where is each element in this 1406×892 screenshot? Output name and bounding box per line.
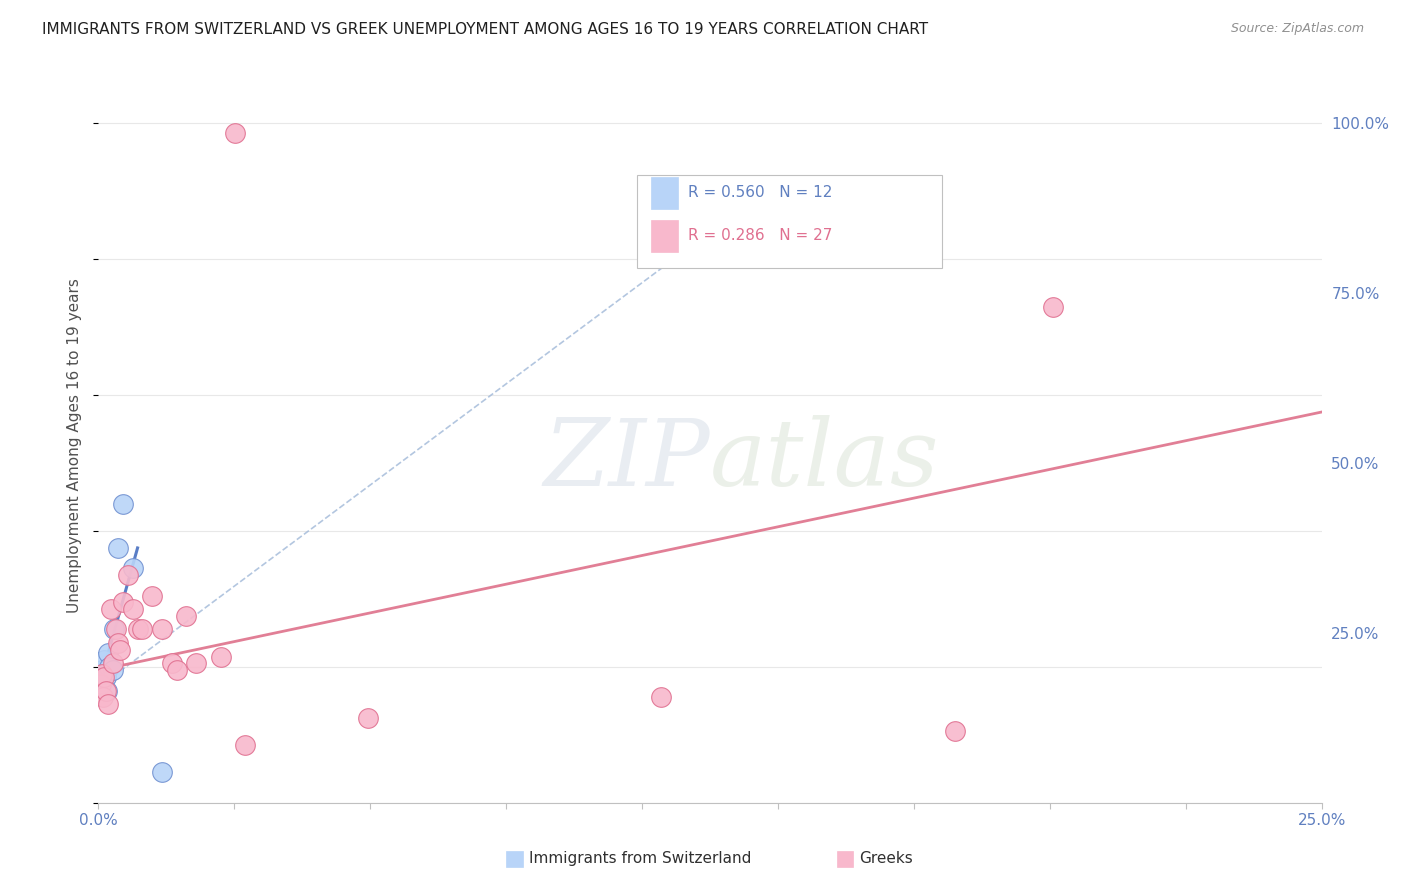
Bar — [651, 219, 678, 252]
Point — [166, 663, 188, 677]
Point — [186, 657, 208, 671]
Point — [224, 127, 246, 141]
Text: IMMIGRANTS FROM SWITZERLAND VS GREEK UNEMPLOYMENT AMONG AGES 16 TO 19 YEARS CORR: IMMIGRANTS FROM SWITZERLAND VS GREEK UNE… — [42, 22, 928, 37]
Point — [110, 643, 132, 657]
Point — [150, 765, 173, 780]
Point — [131, 623, 153, 637]
Point — [650, 690, 672, 705]
Point — [91, 690, 114, 705]
Text: Source: ZipAtlas.com: Source: ZipAtlas.com — [1230, 22, 1364, 36]
Bar — [651, 177, 678, 209]
Point — [121, 602, 143, 616]
Point — [100, 602, 122, 616]
Point — [93, 670, 115, 684]
Point — [1042, 300, 1064, 314]
Point — [107, 541, 129, 555]
Point — [94, 683, 117, 698]
Text: R = 0.560   N = 12: R = 0.560 N = 12 — [688, 186, 832, 200]
FancyBboxPatch shape — [637, 175, 942, 268]
Point — [93, 653, 115, 667]
Point — [96, 683, 118, 698]
Point — [104, 623, 127, 637]
Point — [160, 657, 183, 671]
Point — [97, 646, 120, 660]
Point — [127, 623, 149, 637]
Text: atlas: atlas — [710, 416, 939, 505]
Point — [90, 677, 112, 691]
Point — [98, 660, 121, 674]
Point — [111, 497, 134, 511]
Y-axis label: Unemployment Among Ages 16 to 19 years: Unemployment Among Ages 16 to 19 years — [67, 278, 83, 614]
Text: R = 0.286   N = 27: R = 0.286 N = 27 — [688, 228, 832, 243]
Point — [141, 589, 163, 603]
Point — [103, 623, 125, 637]
Point — [176, 608, 198, 623]
Point — [97, 698, 120, 712]
Point — [101, 657, 124, 671]
Point — [150, 623, 173, 637]
Point — [356, 711, 378, 725]
Point — [233, 738, 256, 752]
Point — [101, 663, 124, 677]
Point — [94, 670, 117, 684]
Text: Greeks: Greeks — [859, 852, 912, 866]
Point — [209, 649, 232, 664]
Point — [107, 636, 129, 650]
Point — [91, 666, 114, 681]
Text: Immigrants from Switzerland: Immigrants from Switzerland — [529, 852, 751, 866]
Point — [111, 595, 134, 609]
Text: ZIP: ZIP — [543, 416, 710, 505]
Point — [121, 561, 143, 575]
Point — [117, 568, 139, 582]
Point — [91, 663, 114, 677]
Point — [943, 724, 966, 739]
